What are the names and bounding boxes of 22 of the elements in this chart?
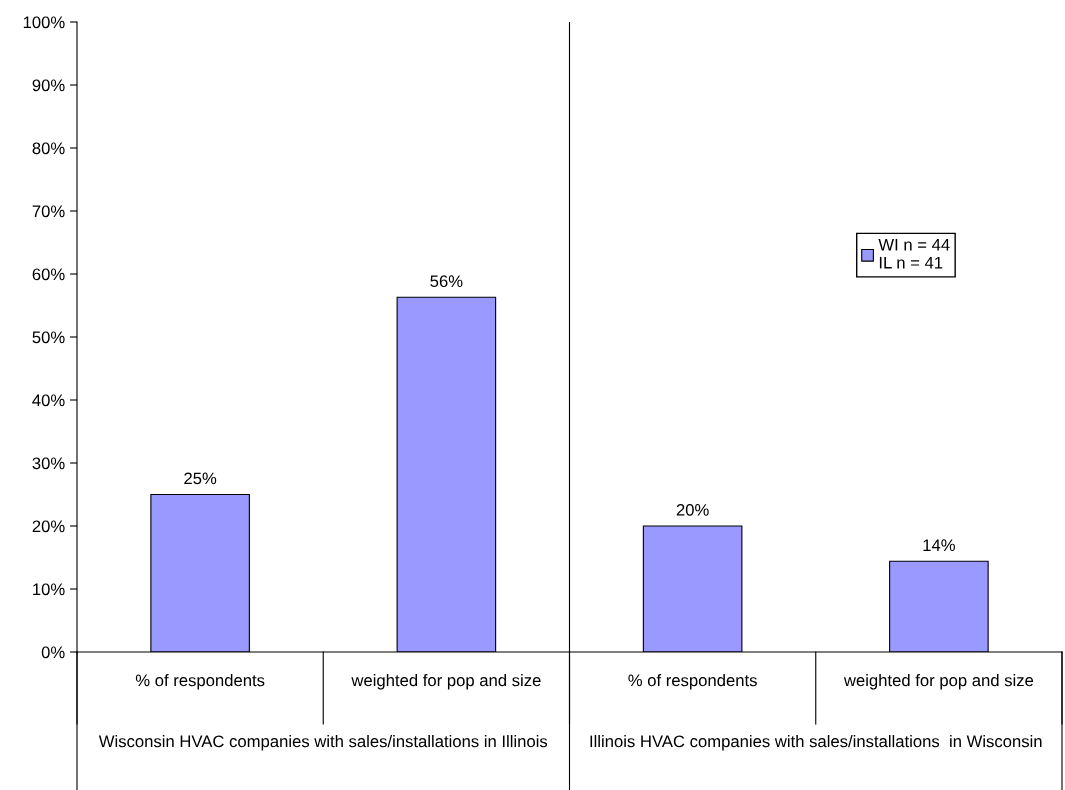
text: 56% (430, 275, 463, 288)
y-tick-label: 60% (32, 268, 65, 281)
y-tick-label: 40% (32, 394, 65, 407)
y-tick-label: 80% (32, 142, 65, 155)
y-tick-label: 20% (32, 520, 65, 533)
legend-label: WI n = 44 IL n = 41 (878, 238, 950, 269)
text: Wisconsin HVAC companies with sales/installations in Illinois (98, 735, 548, 751)
y-tick-label: 100% (23, 16, 65, 29)
text: 14% (923, 539, 955, 551)
x-tick-label: % of respondents (628, 674, 757, 690)
y-tick-label: 0% (41, 646, 65, 659)
y-tick-label: 50% (32, 331, 65, 344)
text: 20% (676, 503, 709, 516)
x-tick-label: weighted for pop and size (351, 674, 541, 690)
text: Illinois HVAC companies with sales/installations in Wisconsin (590, 735, 1042, 751)
x-tick-label: % of respondents (135, 674, 265, 690)
y-tick-label: 10% (33, 583, 65, 596)
x-tick-label: weighted for pop and size (843, 674, 1034, 690)
y-tick-label: 30% (32, 457, 65, 470)
y-tick-label: 70% (32, 205, 65, 218)
text: 25% (184, 472, 217, 485)
y-tick-label: 90% (32, 79, 65, 92)
